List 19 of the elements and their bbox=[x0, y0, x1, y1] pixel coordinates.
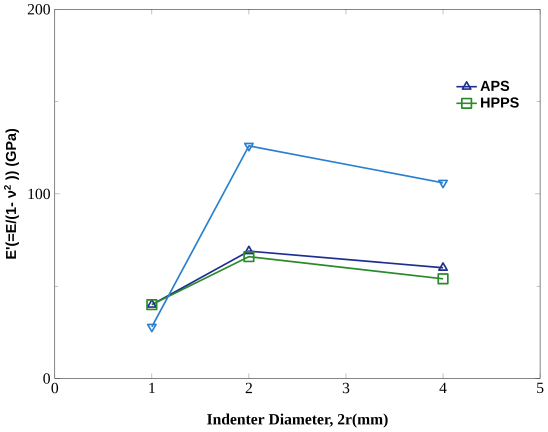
point bbox=[244, 142, 254, 152]
y-tick-label: 100 bbox=[28, 188, 50, 200]
y-tick-label: 200 bbox=[28, 4, 50, 15]
y-tick-label: 0 bbox=[43, 373, 50, 384]
x-tick-label: 4 bbox=[439, 382, 447, 394]
x-tick-label: 2 bbox=[246, 382, 252, 394]
point bbox=[243, 251, 255, 262]
legend-label: APS bbox=[480, 80, 510, 92]
legend-label: HPPS bbox=[481, 98, 519, 108]
point bbox=[438, 180, 448, 189]
y-axis-title: E'(=E/(1- ν$^{2}$ )) (GPa) bbox=[4, 129, 19, 259]
point bbox=[437, 273, 449, 285]
point bbox=[438, 262, 448, 272]
x-tick-label: 0 bbox=[51, 382, 58, 394]
x-tick-label: 3 bbox=[342, 382, 350, 394]
x-axis-title: Indenter Diameter, 2r(mm) bbox=[207, 414, 388, 428]
x-tick-label: 1 bbox=[149, 382, 155, 394]
x-tick-label: 5 bbox=[537, 382, 544, 394]
point bbox=[244, 246, 254, 255]
